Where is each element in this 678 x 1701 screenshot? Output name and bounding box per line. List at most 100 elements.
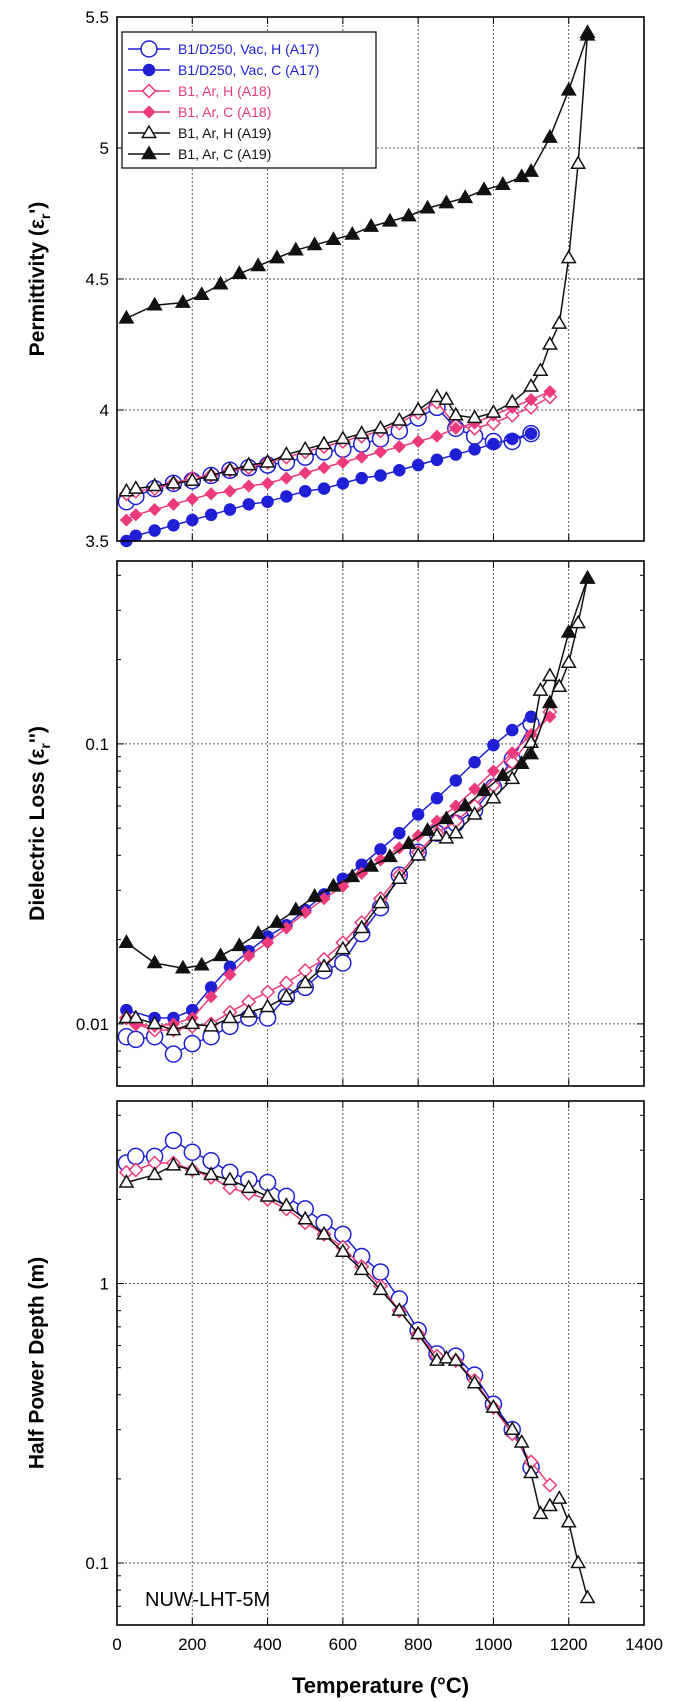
permittivity-data-point bbox=[129, 529, 143, 543]
permittivity-data-point bbox=[297, 440, 314, 455]
permittivity-data-point bbox=[334, 430, 351, 445]
dielectric-loss-series-line bbox=[126, 716, 551, 1028]
half-power-depth-data-point bbox=[391, 1302, 408, 1316]
half-power-depth-data-point bbox=[259, 1187, 276, 1202]
permittivity-data-point bbox=[485, 415, 501, 431]
permittivity-data-point bbox=[570, 155, 587, 170]
permittivity-data-point bbox=[392, 440, 406, 454]
permittivity-data-point bbox=[449, 448, 463, 461]
dielectric-loss-data-point bbox=[447, 824, 464, 839]
permittivity-data-point bbox=[165, 474, 182, 489]
dielectric-loss-data-point bbox=[513, 755, 530, 769]
permittivity-data-point bbox=[494, 176, 511, 190]
dielectric-loss-data-point bbox=[494, 767, 511, 781]
permittivity-data-point bbox=[523, 377, 540, 392]
half-power-depth-data-point bbox=[447, 1352, 464, 1366]
dielectric-loss-series-5 bbox=[118, 569, 596, 974]
permittivity-data-point bbox=[410, 401, 427, 416]
dielectric-loss-panel: 0.01 0.1 Dielectric Loss (εr'') bbox=[26, 560, 645, 1087]
permittivity-data-point bbox=[457, 189, 474, 204]
permittivity-data-point bbox=[146, 296, 163, 311]
permittivity-data-point bbox=[223, 484, 237, 498]
permittivity-data-point bbox=[543, 385, 557, 399]
dielectric-loss-data-point bbox=[505, 746, 519, 760]
legend-label: B1/D250, Vac, H (A17) bbox=[178, 41, 319, 57]
permittivity-series-1 bbox=[120, 427, 538, 548]
dielectric-loss-data-point bbox=[325, 877, 342, 892]
permittivity-data-point bbox=[336, 455, 350, 469]
permittivity-data-point bbox=[344, 225, 361, 240]
permittivity-data-point bbox=[391, 411, 408, 426]
permittivity-data-point bbox=[221, 461, 238, 476]
half-power-depth-data-point bbox=[118, 1173, 135, 1188]
permittivity-data-point bbox=[541, 129, 558, 143]
permittivity-data-point bbox=[373, 445, 388, 459]
dielectric-loss-series-4 bbox=[118, 569, 596, 1036]
dielectric-loss-data-point bbox=[193, 956, 210, 971]
permittivity-data-point bbox=[336, 477, 350, 490]
permittivity-data-point bbox=[185, 492, 199, 506]
permittivity-data-point bbox=[231, 265, 248, 280]
permittivity-data-point bbox=[524, 392, 538, 407]
x-axis-label: Temperature (°C) bbox=[292, 1673, 469, 1698]
permittivity-data-point bbox=[240, 456, 257, 471]
dielectric-loss-data-point bbox=[391, 870, 408, 885]
half-power-depth-data-point bbox=[551, 1490, 568, 1504]
dielectric-loss-data-point bbox=[260, 984, 276, 1000]
permittivity-y-tick-label: 4 bbox=[100, 401, 109, 420]
permittivity-data-point bbox=[306, 236, 323, 251]
half-power-depth-y-tick-label: 1 bbox=[100, 1275, 109, 1294]
half-power-depth-series-line bbox=[126, 1164, 589, 1599]
dielectric-loss-data-point bbox=[541, 694, 558, 709]
permittivity-data-point bbox=[353, 425, 370, 439]
dielectric-loss-data-point bbox=[468, 755, 481, 769]
x-tick-label: 0 bbox=[112, 1635, 121, 1654]
dielectric-loss-plot-frame bbox=[116, 560, 645, 1087]
permittivity-data-point bbox=[400, 207, 417, 222]
dielectric-loss-y-tick-label: 0.1 bbox=[85, 735, 109, 754]
dielectric-loss-data-point bbox=[258, 1009, 277, 1027]
half-power-depth-series-group bbox=[117, 1131, 596, 1604]
permittivity-data-point bbox=[119, 513, 133, 527]
dielectric-loss-data-point bbox=[203, 1017, 220, 1032]
dielectric-loss-data-point bbox=[183, 1034, 202, 1053]
half-power-depth-data-point bbox=[570, 1554, 587, 1569]
permittivity-data-point bbox=[468, 443, 481, 456]
permittivity-data-point bbox=[411, 458, 425, 472]
permittivity-data-point bbox=[148, 524, 161, 537]
permittivity-data-point bbox=[438, 194, 455, 209]
dielectric-loss-data-point bbox=[449, 774, 463, 787]
dielectric-loss-data-point bbox=[363, 857, 380, 872]
half-power-depth-data-point bbox=[438, 1349, 455, 1364]
permittivity-data-point bbox=[212, 275, 229, 290]
permittivity-series-5 bbox=[118, 26, 596, 324]
permittivity-data-point bbox=[374, 469, 387, 482]
x-tick-label: 400 bbox=[253, 1635, 281, 1654]
legend: B1/D250, Vac, H (A17) B1/D250, Vac, C (A1… bbox=[121, 31, 377, 169]
legend-marker bbox=[142, 63, 156, 77]
permittivity-data-point bbox=[167, 519, 180, 532]
dielectric-loss-data-point bbox=[127, 1009, 144, 1024]
permittivity-data-point bbox=[449, 421, 463, 435]
dielectric-loss-data-point bbox=[212, 947, 229, 962]
permittivity-data-point bbox=[118, 309, 135, 324]
permittivity-data-point bbox=[524, 427, 538, 440]
permittivity-data-point bbox=[298, 466, 312, 480]
permittivity-data-point bbox=[466, 409, 483, 424]
half-power-depth-panel: 0.11 Half Power Depth (m) NUW-LHT-5M bbox=[26, 1100, 645, 1626]
half-power-depth-data-point bbox=[203, 1166, 220, 1181]
dielectric-loss-data-point bbox=[146, 954, 163, 969]
dielectric-loss-data-point bbox=[250, 925, 267, 939]
permittivity-data-point bbox=[184, 472, 201, 487]
half-power-depth-y-ticks: 0.11 bbox=[85, 1275, 109, 1573]
dielectric-loss-data-point bbox=[468, 782, 482, 796]
dielectric-loss-data-point bbox=[334, 940, 351, 955]
half-power-depth-data-point bbox=[183, 1143, 202, 1161]
half-power-depth-data-point bbox=[165, 1156, 182, 1171]
dielectric-loss-data-point bbox=[165, 1021, 182, 1036]
dielectric-loss-data-point bbox=[438, 810, 455, 825]
permittivity-data-point bbox=[504, 393, 521, 408]
x-axis-ticks: 0 200 400 600 800 1000 1200 1400 bbox=[112, 1635, 663, 1654]
dielectric-loss-data-point bbox=[297, 974, 314, 989]
dielectric-loss-data-point bbox=[374, 843, 387, 856]
